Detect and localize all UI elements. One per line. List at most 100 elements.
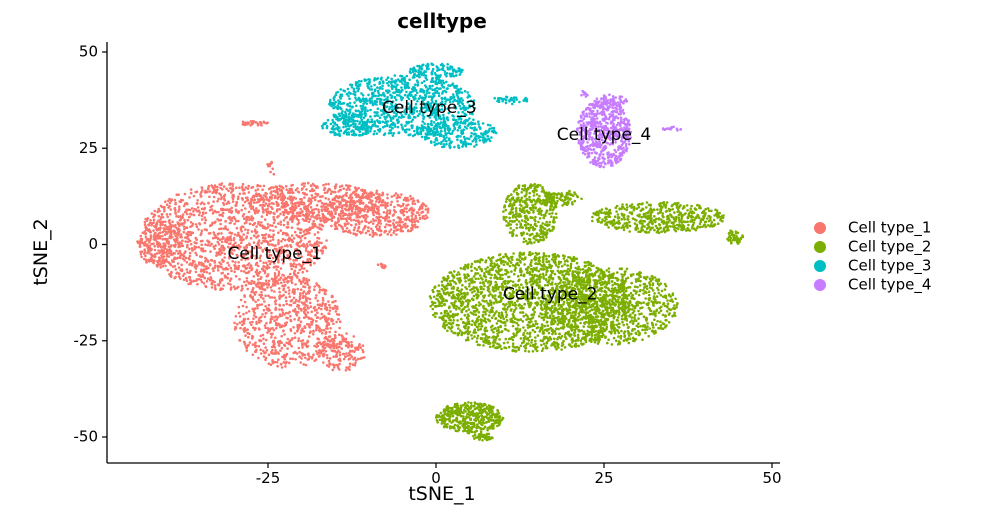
data-point [312,330,315,333]
data-point [287,311,290,315]
data-point [360,220,364,223]
data-point [159,222,163,225]
data-point [188,239,192,243]
data-point [237,195,240,199]
data-point [276,364,279,368]
data-point [145,261,148,264]
data-point [421,215,425,218]
data-point [367,206,371,210]
data-point [515,331,519,335]
data-point [301,263,305,266]
data-point [282,361,286,364]
data-point [511,312,515,316]
data-point [168,201,172,205]
data-point [270,296,274,299]
data-point [334,299,337,303]
data-point [337,223,341,227]
data-point [252,208,256,212]
data-point [161,234,164,238]
data-point [400,193,403,196]
data-point [379,229,383,233]
data-point [329,327,332,330]
data-point [304,212,308,216]
data-point [246,187,250,190]
data-point [165,240,169,243]
data-point [344,340,348,344]
data-point [229,283,232,286]
data-point [242,233,245,236]
data-point [371,218,375,221]
data-point [567,273,571,276]
data-point [212,231,215,234]
data-point [502,317,506,321]
data-point [284,208,287,212]
data-point [350,355,354,359]
data-point [491,345,495,348]
data-point [332,344,335,348]
data-point [200,218,204,221]
data-point [276,193,280,196]
data-point [221,246,225,250]
data-point [273,212,276,216]
data-point [432,295,436,299]
data-point [234,264,237,268]
data-point [348,212,351,216]
data-point [472,313,476,316]
data-point [327,312,330,315]
data-point [306,217,310,220]
data-point [186,245,189,249]
data-point [153,214,157,217]
data-point [353,226,357,229]
data-point [454,307,458,311]
data-point [264,202,268,205]
data-point [261,188,264,191]
data-point [253,230,257,233]
data-point [243,326,247,330]
data-point [233,249,236,252]
data-point [367,226,370,229]
data-point [344,344,348,347]
data-point [316,311,319,315]
data-point [280,334,284,338]
data-point [202,264,206,268]
data-point [539,267,543,271]
data-point [255,273,259,276]
data-point [356,229,360,233]
data-point [286,347,289,350]
data-point [284,323,288,327]
data-point [580,329,583,332]
data-point [312,306,316,310]
data-point [255,270,259,274]
data-point [254,207,258,210]
data-point [333,196,337,200]
data-point [406,229,410,233]
data-point [371,203,375,206]
data-point [299,207,303,211]
data-point [497,272,500,276]
data-point [258,223,262,227]
data-point [604,286,608,289]
data-point [274,225,278,229]
data-point [266,204,270,207]
data-point [352,228,356,232]
data-point [237,264,241,268]
data-point [344,369,348,372]
data-point [293,208,297,211]
data-point [480,325,483,328]
data-point [286,245,289,248]
data-point [180,235,183,239]
data-point [499,319,502,323]
data-point [363,226,366,230]
data-point [390,200,394,204]
data-point [424,208,428,211]
data-point [199,278,203,282]
data-point [236,267,239,271]
data-point [306,207,309,210]
data-point [495,283,499,286]
data-point [174,268,177,271]
data-point [170,235,174,239]
data-point [231,182,234,186]
data-point [455,273,459,277]
data-point [470,334,473,337]
data-point [176,271,179,275]
